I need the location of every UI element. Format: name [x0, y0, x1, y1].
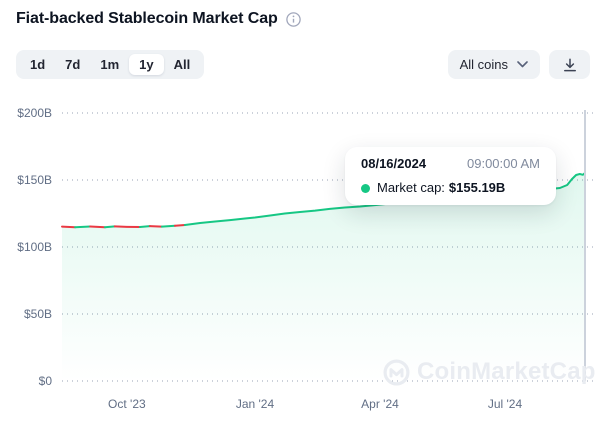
line-segment-down: [61, 225, 77, 229]
x-axis-label: Apr '24: [361, 397, 399, 411]
line-segment-up: [103, 225, 116, 229]
info-icon[interactable]: [285, 12, 301, 27]
y-axis-label: $200B: [17, 106, 52, 120]
header: Fiat-backed Stablecoin Market Cap: [16, 10, 301, 28]
tooltip-date: 08/16/2024: [361, 156, 427, 171]
chart-tooltip: 08/16/2024 09:00:00 AM Market cap: $155.…: [345, 147, 556, 205]
all-coins-dropdown-label: All coins: [459, 57, 508, 72]
range-button-1y[interactable]: 1y: [129, 54, 164, 75]
line-segment-down: [89, 225, 106, 229]
line-segment-up: [74, 225, 92, 229]
tooltip-label: Market cap:: [377, 180, 445, 195]
marketcap-series-dot: [361, 183, 370, 193]
toolbar-right: All coins: [447, 50, 590, 79]
range-button-1d[interactable]: 1d: [20, 54, 55, 75]
range-button-1m[interactable]: 1m: [90, 54, 129, 75]
line-segment-down: [113, 225, 141, 228]
time-range-selector: 1d 7d 1m 1y All: [16, 50, 205, 79]
line-segment-down: [148, 225, 163, 228]
tooltip-time: 09:00:00 AM: [467, 156, 540, 171]
line-segment-up: [160, 224, 176, 228]
all-coins-dropdown[interactable]: All coins: [447, 50, 540, 79]
tooltip-value: $155.19B: [448, 180, 506, 195]
x-axis-label: Oct '23: [108, 397, 146, 411]
chevron-down-icon: [517, 61, 528, 68]
range-button-all[interactable]: All: [164, 54, 201, 75]
y-axis-label: $50B: [23, 307, 52, 321]
download-button[interactable]: [549, 50, 590, 79]
range-button-7d[interactable]: 7d: [55, 54, 90, 75]
x-axis-label: Jul '24: [487, 397, 523, 411]
x-axis-label: Jan '24: [235, 397, 275, 411]
page-title: Fiat-backed Stablecoin Market Cap: [16, 10, 278, 27]
download-icon: [563, 57, 576, 71]
line-segment-up: [138, 225, 151, 228]
area-fill: [62, 173, 585, 381]
toolbar: 1d 7d 1m 1y All All coins: [16, 50, 590, 79]
y-axis-label: $100B: [17, 240, 52, 254]
y-axis-label: $0: [38, 374, 52, 388]
line-segment-down: [174, 224, 186, 227]
y-axis-label: $150B: [17, 173, 52, 187]
